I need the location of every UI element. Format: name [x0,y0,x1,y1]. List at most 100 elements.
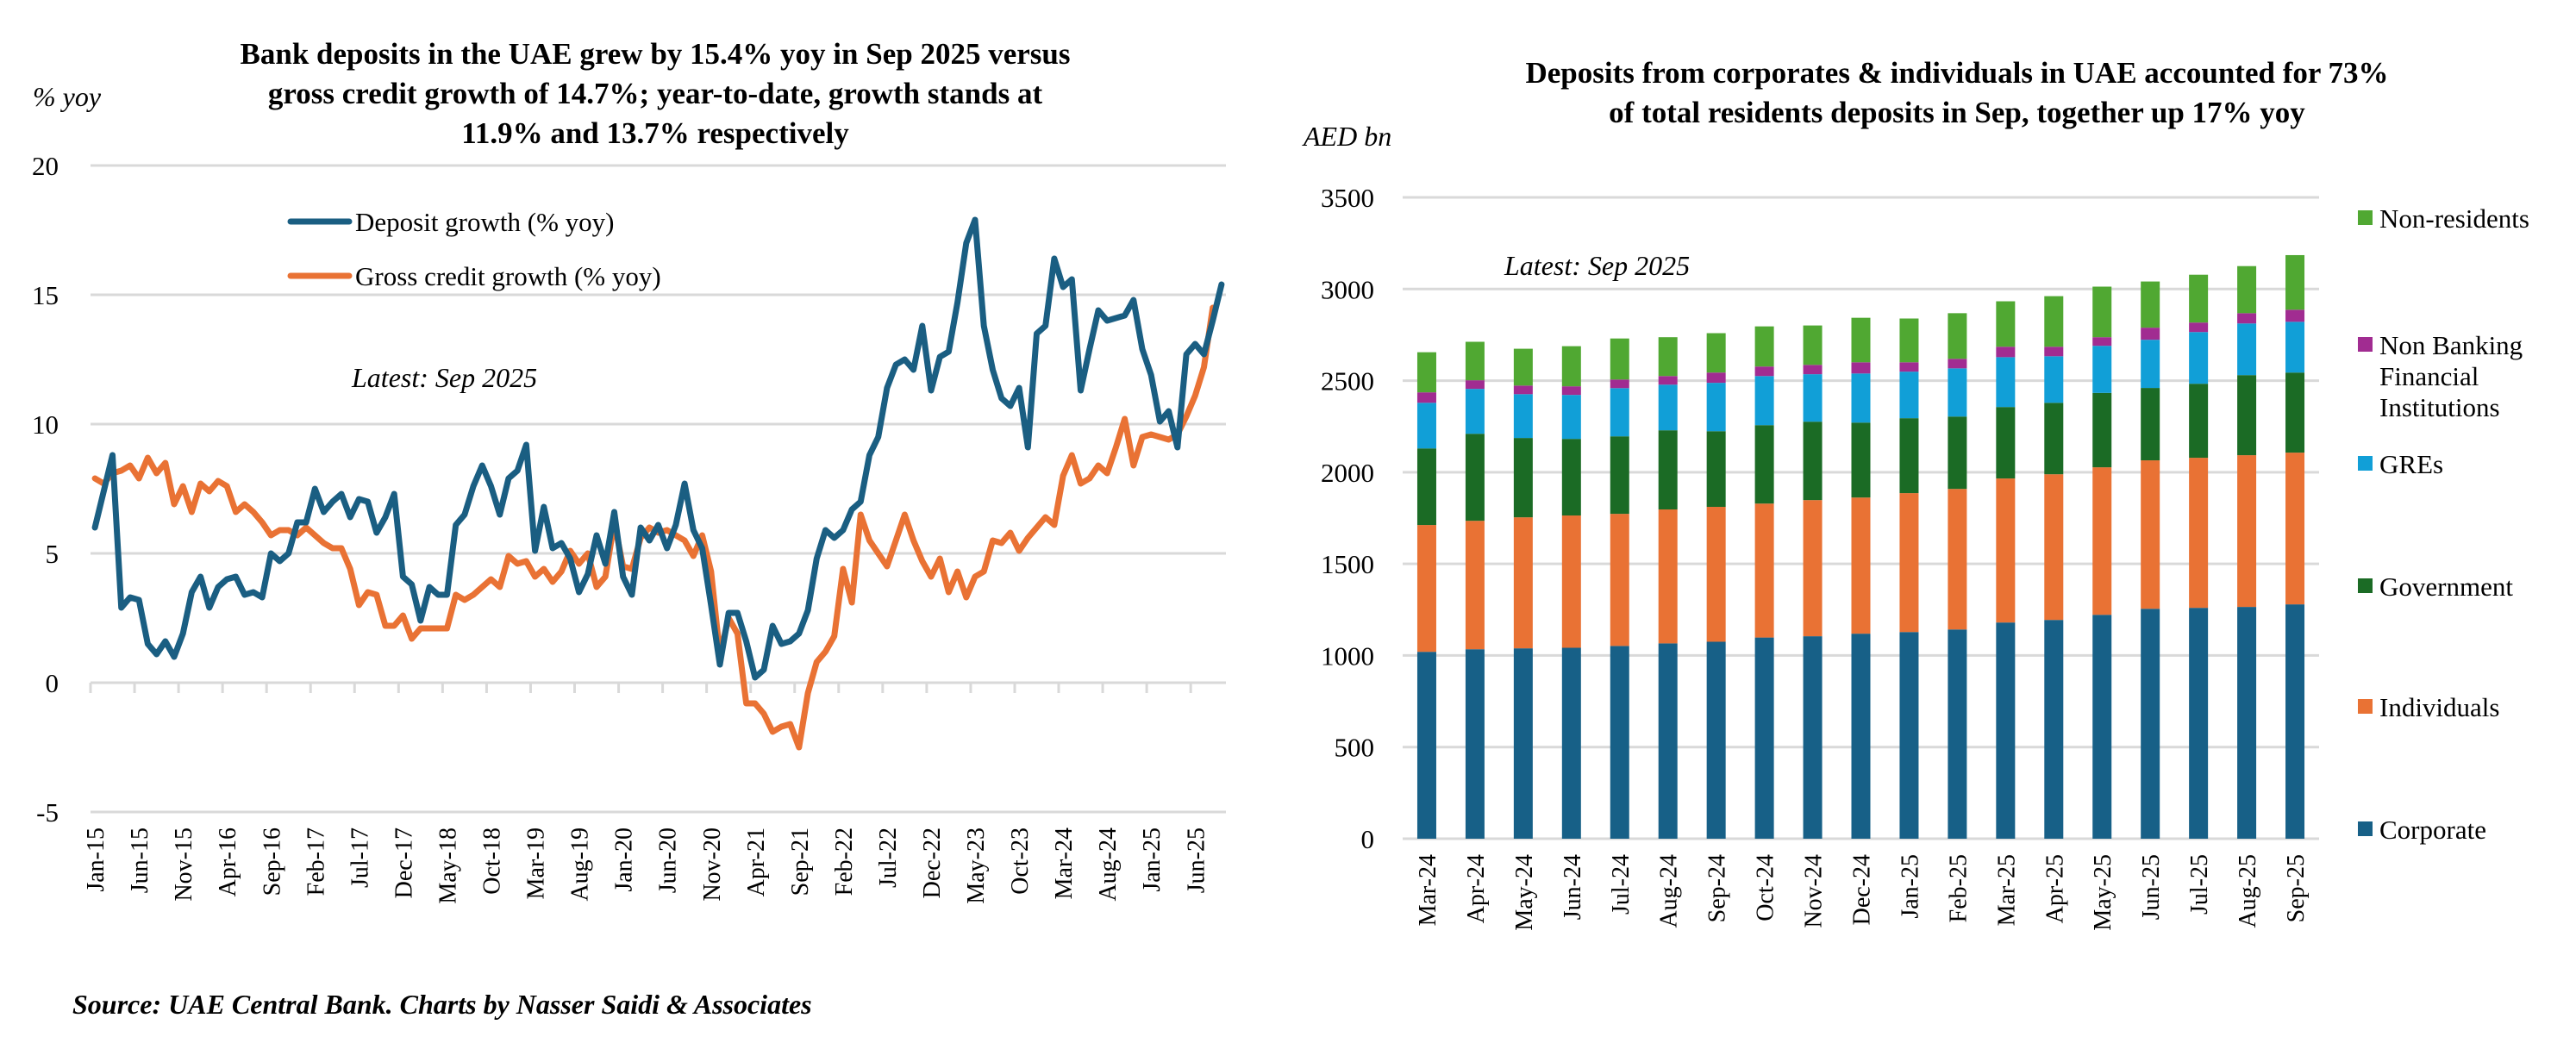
bar-segment-non-residents [1465,341,1485,381]
bar-segment-corporate [1754,637,1774,839]
x-tick-label: Apr-24 [1463,854,1490,923]
bar-segment-non-residents [1948,313,1967,359]
bar-segment-government [1658,430,1678,510]
bar-segment-corporate [1513,648,1533,839]
bar-segment-individuals [1948,489,1967,630]
bar-segment-government [2092,392,2112,468]
x-tick-label: Jan-25 [1139,828,1166,892]
legend-label: Deposit growth (% yoy) [355,207,614,237]
x-tick-label: Mar-19 [523,828,550,899]
bar-segment-individuals [1610,514,1629,646]
bar-segment-government [1465,434,1485,522]
bar-segment-individuals [2141,460,2160,609]
bar-segment-gres [1561,395,1581,440]
x-tick-label: Apr-16 [215,828,241,896]
right-title-line-2: of total residents deposits in Sep, toge… [1609,96,2305,129]
bar-segment-government [2044,403,2064,475]
bar-segment-government [2285,372,2305,453]
bar-segment-gres [2044,356,2064,403]
bar-segment-government [2141,388,2160,461]
bar-segment-non-banking-financial-institutions [1851,362,1871,374]
right-chart-title: Deposits from corporates & individuals i… [1379,53,2535,133]
bar-segment-non-banking-financial-institutions [2285,309,2305,322]
bar-segment-gres [1465,389,1485,434]
y-tick-label: 0 [1361,824,1375,854]
bar-segment-gres [1513,394,1533,439]
x-tick-label: Oct-18 [479,828,506,895]
x-tick-label: Jan-15 [83,828,109,892]
left-latest-annotation: Latest: Sep 2025 [352,362,538,393]
bar-segment-non-banking-financial-institutions [1803,365,1823,375]
x-tick-label: May-18 [435,828,461,904]
bar-segment-non-residents [1706,333,1726,373]
bar-segment-non-residents [2237,265,2257,314]
x-tick-label: Mar-24 [1051,828,1078,899]
legend-swatch [2358,578,2373,593]
y-tick-label: 10 [32,409,59,440]
bar-segment-corporate [2044,620,2064,839]
legend-label: Government [2379,571,2513,602]
x-tick-label: May-25 [2090,854,2116,931]
bar-segment-individuals [1754,503,1774,638]
legend-swatch [2358,456,2373,471]
bar-segment-non-banking-financial-institutions [2092,337,2112,347]
x-tick-label: Jun-15 [127,828,153,893]
bar-segment-gres [2285,322,2305,373]
left-chart-title: Bank deposits in the UAE grew by 15.4% y… [129,34,1181,153]
bar-segment-individuals [1706,507,1726,642]
bar-segment-non-residents [1996,301,2016,347]
y-tick-label: 3500 [1321,183,1374,213]
bar-segment-non-banking-financial-institutions [1706,372,1726,384]
bar-segment-individuals [2189,458,2209,609]
bar-segment-non-banking-financial-institutions [2044,347,2064,357]
legend-label: Individuals [2379,692,2500,722]
bar-segment-gres [1658,384,1678,431]
y-tick-label: 2500 [1321,366,1374,397]
bar-segment-non-residents [1899,318,1919,363]
legend-swatch [2358,821,2373,836]
bar-segment-non-banking-financial-institutions [1899,362,1919,372]
source-note: Source: UAE Central Bank. Charts by Nass… [72,989,812,1020]
bar-segment-non-residents [2092,286,2112,338]
x-tick-label: Aug-25 [2235,854,2261,928]
bar-segment-government [1948,416,1967,490]
legend-label: Corporate [2379,815,2486,845]
bar-segment-government [1803,422,1823,501]
x-tick-label: Jul-25 [2186,854,2213,915]
x-tick-label: Sep-16 [259,828,285,896]
bar-segment-government [2189,384,2209,459]
x-tick-label: Nov-24 [1801,854,1828,928]
x-tick-label: Sep-24 [1704,854,1731,922]
bar-segment-government [2237,375,2257,456]
bar-segment-non-banking-financial-institutions [1948,359,1967,369]
right-latest-annotation: Latest: Sep 2025 [1504,250,1691,281]
x-tick-label: Aug-24 [1656,854,1683,928]
bar-segment-non-residents [1754,326,1774,367]
x-tick-label: Sep-25 [2283,854,2310,922]
bar-segment-non-residents [2141,281,2160,328]
bar-segment-government [1513,438,1533,518]
bar-segment-corporate [2189,608,2209,839]
legend-swatch [2358,210,2373,225]
x-tick-label: Jul-22 [875,828,902,888]
bar-segment-gres [2092,346,2112,393]
legend-label: Non Banking [2379,330,2523,360]
bar-segment-corporate [1851,634,1871,839]
right-y-axis: 0 500 1000 1500 2000 2500 3000 3500 [1321,183,1374,854]
y-tick-label: 1000 [1321,640,1374,671]
bar-segment-non-residents [2189,274,2209,323]
right-legend: Non-residents Non BankingFinancialInstitu… [2358,203,2529,845]
bar-segment-gres [1754,376,1774,426]
left-gridlines [91,164,1226,814]
y-tick-label: 15 [32,280,59,310]
x-tick-label: Dec-22 [919,828,946,898]
bar-segment-gres [1996,357,2016,408]
x-tick-label: Apr-25 [2041,854,2068,923]
bar-segment-corporate [2237,607,2257,839]
bar-segment-non-banking-financial-institutions [1513,385,1533,395]
bar-segment-non-residents [2044,296,2064,347]
x-tick-label: Nov-15 [171,828,197,902]
x-tick-label: Aug-24 [1095,828,1122,902]
bar-segment-individuals [1416,525,1436,653]
left-legend: Deposit growth (% yoy) Gross credit growt… [287,207,661,291]
